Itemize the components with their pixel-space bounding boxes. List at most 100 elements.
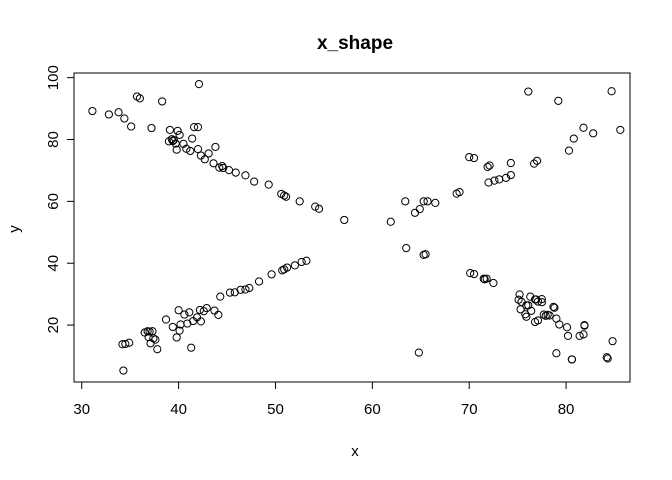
- data-point: [210, 306, 219, 315]
- data-point: [161, 315, 171, 324]
- chart-title: x_shape: [317, 33, 393, 54]
- data-point: [211, 142, 220, 152]
- plot-area-frame: [73, 72, 631, 383]
- y-tick-label: 60: [45, 193, 62, 210]
- data-point: [515, 290, 524, 299]
- data-point: [180, 310, 189, 319]
- data-point: [579, 123, 588, 132]
- data-point: [589, 129, 598, 138]
- data-point: [202, 303, 211, 313]
- data-point: [506, 170, 515, 180]
- data-point: [554, 96, 563, 105]
- data-point: [302, 256, 311, 265]
- data-point: [522, 301, 531, 310]
- data-point: [149, 334, 158, 343]
- data-points: [88, 80, 625, 375]
- data-point: [254, 277, 264, 286]
- data-point: [569, 134, 578, 143]
- y-axis: 20 40 60 80 100: [45, 65, 75, 334]
- data-point: [209, 159, 218, 168]
- data-point: [280, 191, 289, 200]
- data-point: [311, 202, 320, 211]
- y-tick-label: 80: [45, 131, 62, 148]
- data-point: [533, 297, 543, 306]
- data-point: [431, 198, 440, 208]
- data-point: [579, 330, 588, 339]
- data-point: [194, 80, 204, 89]
- data-point: [188, 134, 197, 143]
- data-point: [567, 355, 576, 364]
- data-point: [455, 187, 464, 197]
- data-point: [386, 217, 395, 226]
- data-point: [530, 317, 540, 327]
- data-point: [532, 156, 542, 165]
- x-tick-label: 70: [461, 401, 478, 418]
- data-point: [501, 173, 511, 182]
- data-point: [410, 208, 420, 217]
- data-point: [264, 180, 273, 189]
- x-tick-label: 30: [73, 401, 90, 418]
- y-tick-label: 20: [45, 317, 62, 334]
- data-point: [414, 348, 423, 357]
- data-point: [182, 144, 191, 153]
- data-point: [186, 146, 195, 156]
- data-point: [173, 126, 182, 135]
- data-point: [541, 311, 550, 320]
- data-point: [537, 298, 546, 307]
- data-point: [225, 288, 235, 297]
- data-point: [297, 257, 306, 267]
- data-point: [616, 125, 625, 135]
- data-point: [151, 335, 160, 344]
- data-point: [603, 354, 612, 363]
- data-point: [530, 159, 539, 168]
- data-point: [267, 270, 276, 279]
- data-point: [402, 243, 411, 253]
- data-point: [522, 312, 531, 321]
- data-point: [282, 192, 291, 201]
- data-point: [193, 144, 203, 154]
- data-point: [484, 178, 493, 187]
- data-point: [135, 94, 144, 103]
- data-point: [314, 204, 324, 213]
- data-point: [167, 135, 176, 144]
- data-point: [147, 123, 156, 133]
- data-point: [524, 87, 533, 96]
- data-point: [607, 87, 616, 96]
- data-point: [214, 310, 223, 319]
- data-point: [423, 197, 432, 206]
- data-point: [290, 261, 299, 270]
- data-point: [250, 177, 259, 186]
- data-point: [401, 197, 410, 206]
- data-point: [563, 331, 573, 341]
- data-point: [193, 123, 203, 132]
- data-point: [490, 176, 499, 185]
- data-point: [185, 308, 194, 317]
- data-point: [485, 161, 494, 170]
- data-point: [506, 158, 515, 168]
- data-point: [552, 349, 561, 358]
- data-point: [204, 149, 213, 158]
- data-point: [564, 146, 574, 155]
- data-point: [165, 125, 174, 135]
- data-point: [114, 108, 123, 117]
- data-point: [469, 269, 479, 279]
- x-tick-label: 80: [558, 401, 575, 418]
- data-point: [125, 338, 134, 347]
- data-point: [88, 106, 97, 116]
- data-point: [104, 110, 113, 119]
- data-point: [168, 322, 177, 332]
- data-point: [562, 323, 572, 332]
- data-point: [120, 114, 129, 123]
- data-point: [175, 130, 184, 139]
- data-point: [121, 339, 130, 349]
- data-point: [539, 310, 548, 319]
- data-point: [295, 197, 304, 206]
- data-point: [119, 366, 128, 375]
- data-point: [172, 145, 181, 154]
- data-point: [580, 320, 589, 330]
- data-point: [200, 155, 209, 164]
- data-point: [479, 274, 488, 283]
- data-point: [608, 337, 617, 346]
- data-point: [283, 263, 292, 272]
